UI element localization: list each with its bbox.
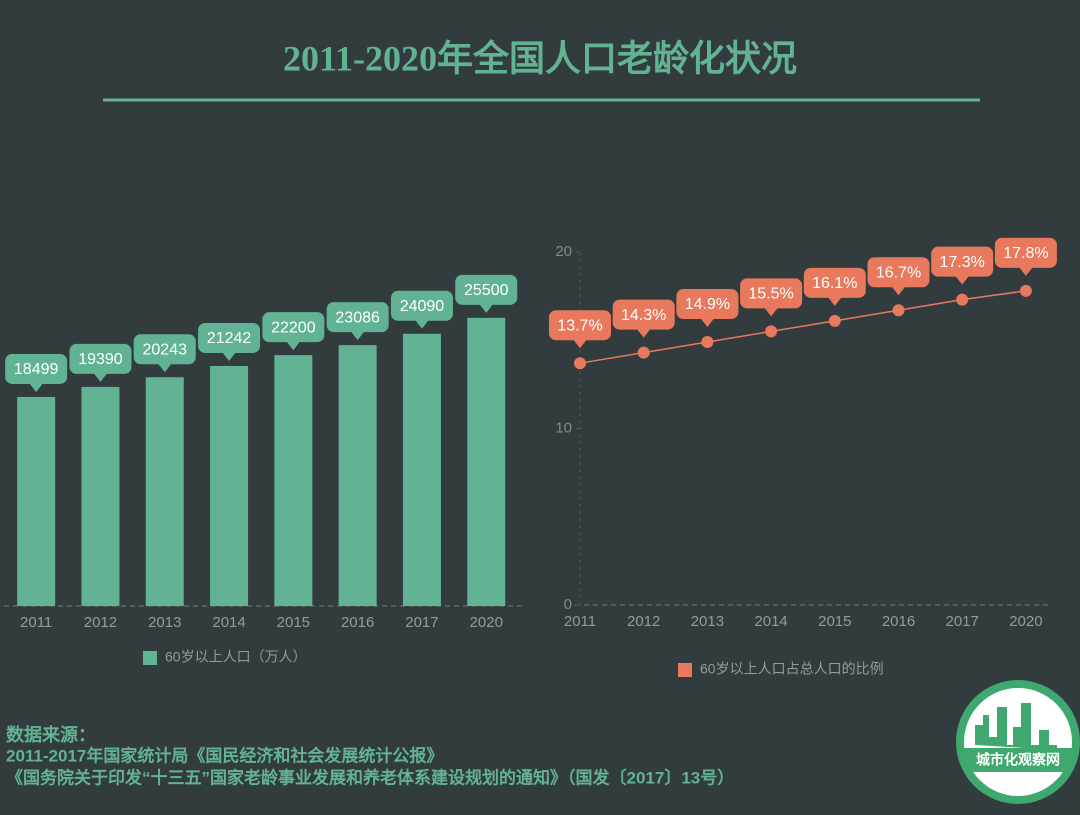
bubble-pointer	[764, 307, 779, 317]
point	[956, 293, 969, 306]
x-tick-label: 2016	[882, 613, 915, 630]
y-tick-label: 20	[555, 243, 572, 260]
label-bubble	[326, 302, 389, 333]
bar	[274, 355, 313, 606]
x-tick-label: 2013	[691, 613, 724, 630]
bubble-pointer	[479, 303, 494, 313]
data-label: 18499	[14, 361, 59, 378]
bubble-pointer	[955, 275, 970, 285]
data-label: 21242	[207, 330, 252, 347]
bubble-pointer	[573, 339, 587, 349]
point	[828, 314, 841, 327]
data-label: 14.3%	[621, 307, 666, 324]
label-bubble	[994, 237, 1057, 268]
x-tick-label: 2020	[1009, 613, 1042, 630]
label-bubble	[676, 289, 739, 320]
logo-text: 城市化观察网	[976, 752, 1060, 768]
bar	[338, 345, 377, 606]
label-bubble	[612, 299, 675, 330]
x-tick-label: 2012	[627, 613, 660, 630]
label-bubble	[803, 267, 866, 298]
point	[701, 336, 714, 349]
bar	[145, 377, 184, 606]
x-tick-label: 2014	[754, 613, 787, 630]
y-tick-label: 10	[555, 419, 572, 436]
bubble-pointer	[222, 351, 237, 361]
bubble-pointer	[414, 319, 429, 329]
bubble-pointer	[350, 331, 365, 341]
label-bubble	[262, 312, 325, 343]
x-tick-label: 2014	[212, 614, 245, 631]
data-label: 17.8%	[1003, 245, 1048, 262]
x-tick-label: 2013	[148, 614, 181, 631]
x-tick-label: 2020	[470, 614, 503, 631]
legend-label: 60岁以上人口（万人）	[165, 649, 307, 665]
bar	[210, 365, 249, 606]
bubble-pointer	[157, 363, 172, 373]
y-tick-label: 0	[564, 596, 572, 613]
logo: 城市化观察网	[956, 680, 1080, 804]
bubble-pointer	[827, 296, 842, 306]
label-bubble	[455, 274, 518, 305]
x-tick-label: 2011	[564, 613, 596, 630]
x-tick-label: 2016	[341, 614, 374, 631]
label-bubble	[390, 290, 453, 321]
bar	[81, 386, 120, 606]
data-label: 23086	[335, 309, 380, 326]
legend-swatch	[143, 651, 157, 665]
label-bubble	[867, 257, 930, 288]
bar	[17, 396, 56, 606]
label-bubble	[5, 353, 68, 384]
data-label: 19390	[78, 351, 123, 368]
bubble-pointer	[29, 382, 44, 392]
line	[579, 290, 1027, 364]
bar	[467, 317, 506, 606]
label-bubble	[931, 246, 994, 277]
x-tick-label: 2011	[20, 614, 52, 631]
bar	[402, 333, 441, 606]
point	[574, 357, 586, 370]
x-tick-label: 2012	[84, 614, 117, 631]
logo-skyline	[975, 703, 1057, 750]
data-label: 17.3%	[940, 254, 985, 271]
label-bubble	[740, 278, 803, 309]
bubble-pointer	[700, 318, 715, 328]
point	[892, 304, 905, 317]
data-label: 22200	[271, 319, 316, 336]
data-label: 13.7%	[557, 317, 602, 334]
bubble-pointer	[93, 372, 108, 382]
x-tick-label: 2017	[405, 614, 438, 631]
legend-label: 60岁以上人口占总人口的比例	[700, 661, 884, 677]
point	[1019, 284, 1032, 297]
bubble-pointer	[286, 341, 301, 351]
legend-swatch	[678, 663, 692, 677]
point	[637, 346, 650, 359]
label-bubble	[133, 334, 196, 365]
x-tick-label: 2015	[277, 614, 310, 631]
x-tick-label: 2017	[946, 613, 979, 630]
data-label: 20243	[143, 341, 188, 358]
page-title: 2011-2020年全国人口老龄化状况	[283, 37, 797, 78]
source-line: 2011-2017年国家统计局《国民经济和社会发展统计公报》	[6, 745, 443, 765]
source-label: 数据来源：	[6, 724, 96, 745]
bubble-pointer	[636, 328, 651, 338]
logo-band	[964, 748, 1072, 772]
source-line: 《国务院关于印发“十三五”国家老龄事业发展和养老体系建设规划的通知》（国发〔20…	[6, 767, 734, 787]
label-bubble	[198, 322, 261, 353]
data-label: 24090	[400, 298, 445, 315]
data-label: 16.7%	[876, 264, 921, 281]
data-label: 15.5%	[748, 286, 793, 303]
data-label: 14.9%	[685, 296, 730, 313]
data-label: 16.1%	[812, 275, 857, 292]
point	[765, 325, 778, 338]
bubble-pointer	[891, 286, 906, 296]
x-tick-label: 2015	[818, 613, 851, 630]
bubble-pointer	[1018, 266, 1033, 276]
label-bubble	[549, 310, 611, 341]
label-bubble	[69, 343, 132, 374]
data-label: 25500	[464, 282, 509, 299]
